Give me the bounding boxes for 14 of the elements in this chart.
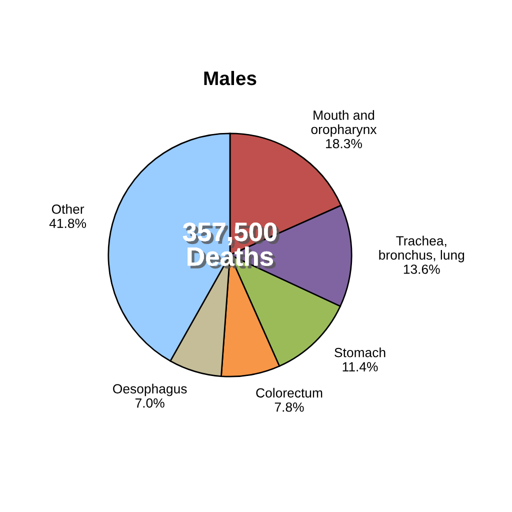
slice-label: Oesophagus	[113, 384, 187, 396]
slice-label: Other	[52, 204, 84, 214]
data-label: 11.4%	[342, 362, 378, 372]
data-label: 13.6%	[404, 264, 440, 274]
slice-label: Mouth and oropharynx	[311, 110, 377, 137]
data-label: 7.0%	[135, 398, 164, 408]
text: 357,500 Deaths	[182, 222, 280, 269]
chart-title: Males	[204, 70, 256, 86]
slice-label: Trachea, bronchus, lung	[379, 236, 464, 262]
data-label: 41.8%	[49, 218, 86, 228]
slice-label: Colorectum	[256, 388, 322, 398]
data-label: 18.3%	[326, 138, 362, 148]
data-label: 7.8%	[274, 402, 304, 412]
slice-label: Stomach	[334, 348, 386, 358]
